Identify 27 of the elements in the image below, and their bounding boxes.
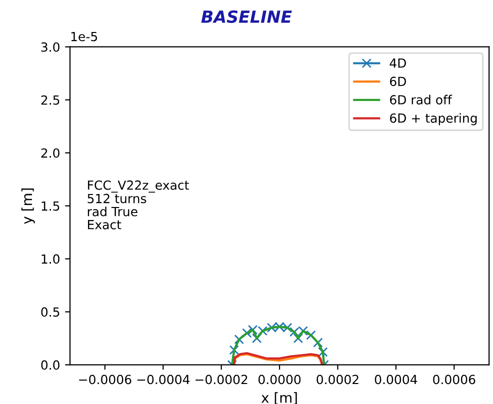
point xyxy=(229,345,239,355)
x-tick-label: 0.0002 xyxy=(316,374,358,384)
x-tick-label: 0.0004 xyxy=(374,374,418,384)
x-tick-label: −0.0006 xyxy=(79,374,132,384)
legend-label: 6D rad off xyxy=(390,94,452,104)
chart-title: BASELINE xyxy=(201,10,292,24)
y-tick-label: 1.5 xyxy=(42,201,60,211)
y-axis-title: y [m] xyxy=(21,188,35,224)
legend-label: 6D + tapering xyxy=(390,113,477,126)
legend-label: 6D xyxy=(390,76,406,86)
legend-label: 4D xyxy=(390,58,406,68)
y-tick-label: 1.0 xyxy=(42,254,60,264)
y-tick-label: 0.0 xyxy=(41,360,60,370)
x-tick-label: 0.0006 xyxy=(433,374,476,384)
x-tick-label: −0.0004 xyxy=(137,374,190,384)
y-tick-label: 2.0 xyxy=(41,148,60,158)
annotation: FCC_V22z_exact 512 turns rad True Exact xyxy=(88,180,189,230)
y-tick-label: 0.5 xyxy=(41,307,60,317)
x-tick-label: −0.0002 xyxy=(196,374,248,384)
point xyxy=(318,347,328,357)
y-tick-label: 2.5 xyxy=(41,95,60,105)
point xyxy=(293,333,304,344)
point xyxy=(234,334,244,344)
point xyxy=(252,333,262,344)
text: 1e-5 xyxy=(71,32,98,42)
y-tick-label: 3.0 xyxy=(41,42,60,52)
x-tick-label: 0.0000 xyxy=(258,374,301,384)
